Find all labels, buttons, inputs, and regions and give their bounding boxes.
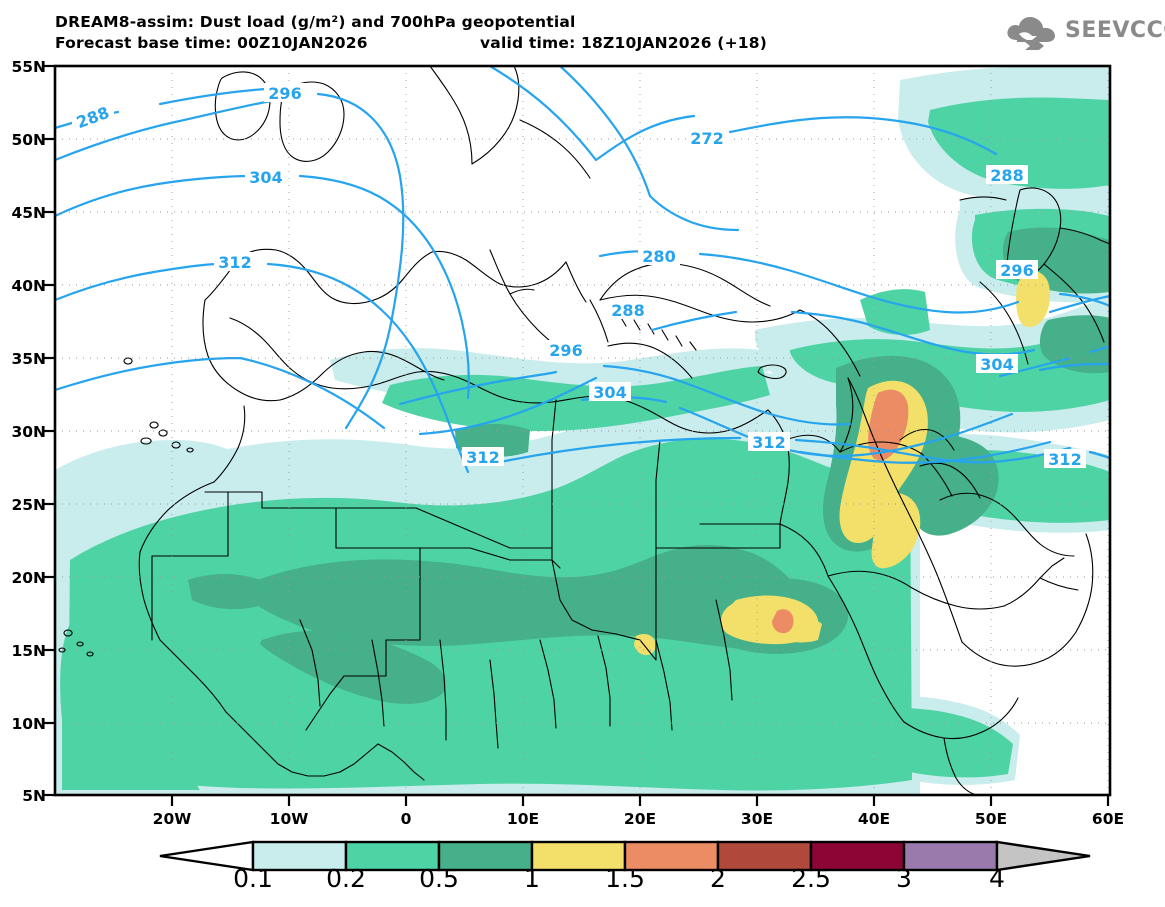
- contour-label: 312: [1044, 449, 1086, 469]
- contour-label: 296: [264, 83, 306, 103]
- svg-text:288: 288: [611, 301, 644, 320]
- contour-label: 288: [986, 165, 1028, 185]
- svg-text:304: 304: [980, 355, 1013, 374]
- y-tick-label: 40N: [11, 277, 46, 295]
- contour-label: 288: [607, 300, 649, 320]
- x-tick-label: 10E: [506, 810, 540, 828]
- header: DREAM8-assim: Dust load (g/m²) and 700hP…: [0, 0, 1165, 62]
- contour-label: 312: [214, 252, 256, 272]
- x-tick-label: 60E: [1091, 810, 1125, 828]
- y-tick-label: 25N: [11, 496, 46, 514]
- x-tick-label: 30E: [740, 810, 774, 828]
- y-tick-label: 10N: [11, 715, 46, 733]
- contour-label: 312: [748, 432, 790, 452]
- svg-text:312: 312: [752, 433, 785, 452]
- y-tick-label: 5N: [22, 787, 46, 805]
- colorbar-tick-label: 0.1: [233, 864, 273, 893]
- contour-label: 312: [462, 447, 504, 467]
- svg-text:296: 296: [268, 84, 301, 103]
- x-tick-label: 50E: [974, 810, 1008, 828]
- x-tick-label: 10W: [269, 810, 309, 828]
- contour-label: 272: [686, 128, 728, 148]
- colorbar-swatch-1: [530, 840, 627, 872]
- y-tick-label: 55N: [11, 58, 46, 76]
- contour-label: 280: [638, 246, 680, 266]
- svg-text:272: 272: [690, 129, 723, 148]
- valid-time: valid time: 18Z10JAN2026 (+18): [480, 34, 768, 52]
- y-tick-label: 20N: [11, 569, 46, 587]
- svg-text:312: 312: [466, 448, 499, 467]
- dust-band-1.5: [772, 389, 909, 634]
- svg-text:296: 296: [549, 341, 582, 360]
- contour-label: 296: [545, 340, 587, 360]
- colorbar-svg[interactable]: [0, 830, 1165, 907]
- colorbar-tick-label: 1: [524, 864, 540, 893]
- colorbar-swatch-2.5: [809, 840, 906, 872]
- map-canvas[interactable]: 288 296 304 312 272: [0, 0, 1165, 830]
- page-title: DREAM8-assim: Dust load (g/m²) and 700hP…: [55, 13, 576, 31]
- svg-text:304: 304: [593, 383, 626, 402]
- colorbar-swatch-2: [716, 840, 813, 872]
- colorbar-swatch-0.2: [344, 840, 441, 872]
- y-tick-label: 45N: [11, 204, 46, 222]
- y-tick-label: 35N: [11, 350, 46, 368]
- svg-text:304: 304: [249, 168, 282, 187]
- colorbar-over-arrow: [995, 840, 1091, 872]
- coastlines-and-borders: [58, 66, 1110, 795]
- colorbar-tick-label: 4: [989, 864, 1005, 893]
- x-tick-label: 0: [400, 810, 412, 828]
- colorbar-swatch-0.5: [437, 840, 534, 872]
- y-tick-label: 30N: [11, 423, 46, 441]
- colorbar-swatch-3: [902, 840, 999, 872]
- logo-text: SEEVCCC: [1065, 18, 1165, 43]
- contour-label: 304: [976, 354, 1018, 374]
- x-tick-label: 20E: [623, 810, 657, 828]
- grid-lines: [55, 66, 1110, 795]
- x-tick-label: 20W: [152, 810, 192, 828]
- colorbar-tick-label: 3: [896, 864, 912, 893]
- x-tick-label: 40E: [857, 810, 891, 828]
- cloud-arrow-icon: [1007, 16, 1055, 50]
- svg-text:312: 312: [218, 253, 251, 272]
- svg-text:296: 296: [1000, 261, 1033, 280]
- svg-text:280: 280: [642, 247, 675, 266]
- colorbar[interactable]: 0.1 0.2 0.5 1 1.5 2 2.5 3 4: [0, 830, 1165, 907]
- forecast-base-time: Forecast base time: 00Z10JAN2026: [55, 34, 368, 52]
- contour-label-group: 288 296 304 312 272: [72, 83, 1086, 469]
- svg-text:312: 312: [1048, 450, 1081, 469]
- colorbar-tick-label: 0.5: [419, 864, 459, 893]
- svg-text:288: 288: [990, 166, 1023, 185]
- map-panel[interactable]: 288 296 304 312 272: [0, 0, 1165, 830]
- colorbar-tick-label: 0.2: [326, 864, 366, 893]
- colorbar-tick-label: 2.5: [791, 864, 831, 893]
- plot-frame: [44, 64, 1112, 806]
- contour-label: 304: [245, 167, 287, 187]
- colorbar-tick-label: 1.5: [605, 864, 645, 893]
- contour-label: 296: [996, 260, 1038, 280]
- contour-label: 304: [589, 382, 631, 402]
- seevccc-logo: SEEVCCC: [1003, 12, 1165, 52]
- colorbar-tick-label: 2: [710, 864, 726, 893]
- y-tick-label: 15N: [11, 642, 46, 660]
- colorbar-swatches[interactable]: [159, 840, 1091, 872]
- y-tick-label: 50N: [11, 131, 46, 149]
